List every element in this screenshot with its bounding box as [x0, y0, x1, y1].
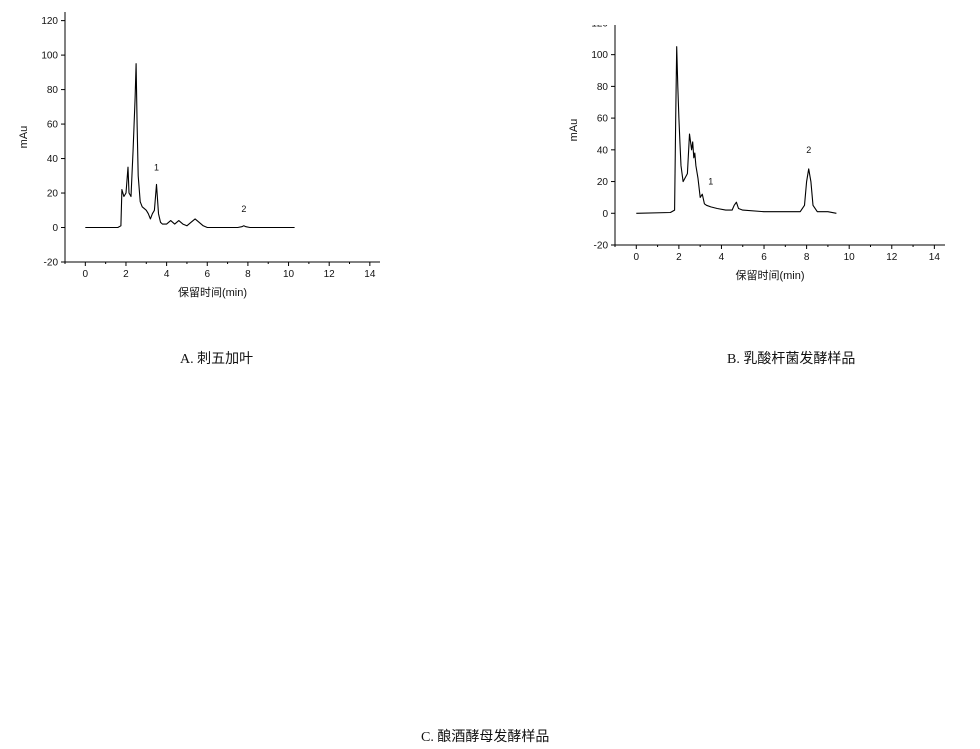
x-tick-label: 6: [204, 269, 210, 280]
x-tick-label: 6: [761, 252, 767, 263]
chart-c: -2002040608010012002468101214保留时间(min)mA…: [288, 5, 675, 282]
x-tick-label: 4: [719, 252, 725, 263]
peak-label: 2: [241, 204, 246, 214]
y-tick-label: 0: [52, 223, 58, 234]
x-tick-label: 10: [844, 252, 856, 263]
x-tick-label: 0: [634, 252, 640, 263]
x-tick-label: 8: [245, 269, 251, 280]
x-tick-label: 2: [123, 269, 129, 280]
x-tick-label: 14: [364, 269, 376, 280]
y-tick-label: 60: [47, 120, 59, 131]
peak-label: 2: [806, 145, 811, 155]
x-tick-label: 4: [164, 269, 170, 280]
y-tick-label: 20: [47, 189, 59, 200]
x-tick-label: 10: [283, 269, 295, 280]
y-tick-label: 80: [47, 85, 59, 96]
chart-b: -2002040608010012002468101214保留时间(min)mA…: [568, 15, 945, 282]
caption-a: A. 刺五加叶: [180, 352, 254, 367]
y-tick-label: 120: [41, 16, 58, 27]
chart-panel-b: -2002040608010012002468101214保留时间(min)mA…: [550, 15, 950, 325]
y-tick-label: -20: [594, 241, 609, 252]
chromatogram-line: [85, 63, 295, 229]
x-tick-label: 14: [929, 252, 941, 263]
x-tick-label: 12: [886, 252, 898, 263]
y-tick-label: 60: [597, 114, 609, 125]
peak-label: 1: [708, 177, 713, 187]
y-tick-label: 0: [602, 209, 608, 220]
y-tick-label: 100: [591, 50, 608, 61]
x-axis-label: 保留时间(min): [178, 285, 247, 299]
x-tick-label: 12: [324, 269, 336, 280]
y-tick-label: 40: [47, 154, 59, 165]
chromatogram-line: [636, 46, 837, 214]
y-tick-label: 100: [41, 51, 58, 62]
x-axis-label: 保留时间(min): [735, 268, 804, 282]
y-tick-label: 20: [597, 177, 609, 188]
peak-label: 1: [154, 163, 159, 173]
chart-panel-a: -20 0 20 40 60 80 100 120 0 2 4 6 8 10 12 14 保留时间(min) mA…: [0, 0, 400, 310]
y-axis-label: mAu: [568, 119, 580, 142]
y-tick-label: 40: [597, 145, 609, 156]
y-tick-label: 80: [597, 82, 609, 93]
x-tick-label: 8: [804, 252, 810, 263]
x-tick-label: 0: [83, 269, 89, 280]
caption-b: B. 乳酸杆菌发酵样品: [727, 352, 856, 367]
x-tick-label: 2: [676, 252, 682, 263]
chart-panel-c: -2002040608010012002468101214保留时间(min)mA…: [275, 5, 695, 705]
y-tick-label: 120: [591, 25, 608, 29]
caption-c: C. 酿酒酵母发酵样品: [421, 730, 550, 745]
y-tick-label: -20: [44, 258, 59, 269]
y-axis-label: mAu: [18, 126, 30, 149]
